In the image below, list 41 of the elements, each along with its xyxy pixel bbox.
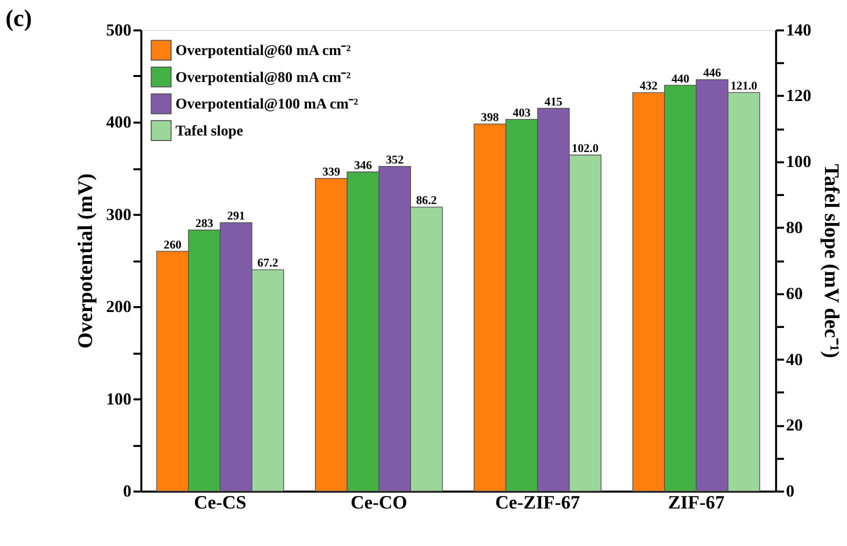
y2-tick-label: 140	[786, 20, 812, 40]
y-axis-title: Overpotential (mV)	[73, 173, 98, 349]
data-label: 346	[354, 158, 372, 172]
legend-label: Overpotential@80 mA cm⁻²	[176, 70, 352, 86]
data-label: 86.2	[416, 193, 437, 208]
y2-tick-label: 120	[786, 86, 812, 106]
x-tick-label: Ce-ZIF-67	[495, 492, 580, 514]
data-label: 415	[544, 94, 562, 108]
chart-title: (c)	[5, 6, 32, 32]
y-tick-label: 300	[106, 204, 132, 224]
legend-label: Overpotential@60 mA cm⁻²	[176, 43, 352, 60]
y-tick-label: 100	[106, 389, 132, 408]
data-label: 440	[671, 71, 690, 86]
y2-tick-label: 80	[786, 218, 803, 238]
data-label: 291	[227, 208, 246, 223]
data-label: 446	[703, 66, 722, 80]
y-tick-label: 400	[106, 112, 132, 132]
y2-tick-label: 100	[786, 152, 812, 172]
y2-axis-title: Tafel slope (mV dec⁻¹)	[820, 164, 844, 358]
y-tick-label: 500	[106, 20, 132, 40]
data-label: 352	[386, 152, 404, 166]
x-tick-label: ZIF-67	[668, 492, 724, 514]
y2-tick-label: 20	[786, 416, 803, 435]
y2-tick-label: 40	[786, 350, 803, 369]
y-tick-label: 0	[122, 482, 132, 501]
data-label: 283	[195, 216, 214, 230]
data-label: 260	[164, 237, 182, 252]
y2-tick-label: 0	[786, 482, 794, 501]
y2-tick-label: 60	[786, 284, 803, 303]
data-label: 102.0	[572, 141, 599, 156]
data-label: 398	[481, 110, 499, 124]
data-label: 121.0	[730, 78, 758, 93]
data-label: 339	[322, 164, 340, 178]
data-label: 432	[640, 78, 658, 93]
data-label: 403	[512, 105, 531, 120]
data-label: 67.2	[257, 256, 278, 270]
legend-label: Tafel slope	[176, 124, 244, 140]
legend-label: Overpotential@100 mA cm⁻²	[176, 96, 359, 113]
x-tick-label: Ce-CS	[194, 492, 246, 514]
y-tick-label: 200	[106, 297, 132, 316]
x-tick-label: Ce-CO	[350, 492, 408, 514]
